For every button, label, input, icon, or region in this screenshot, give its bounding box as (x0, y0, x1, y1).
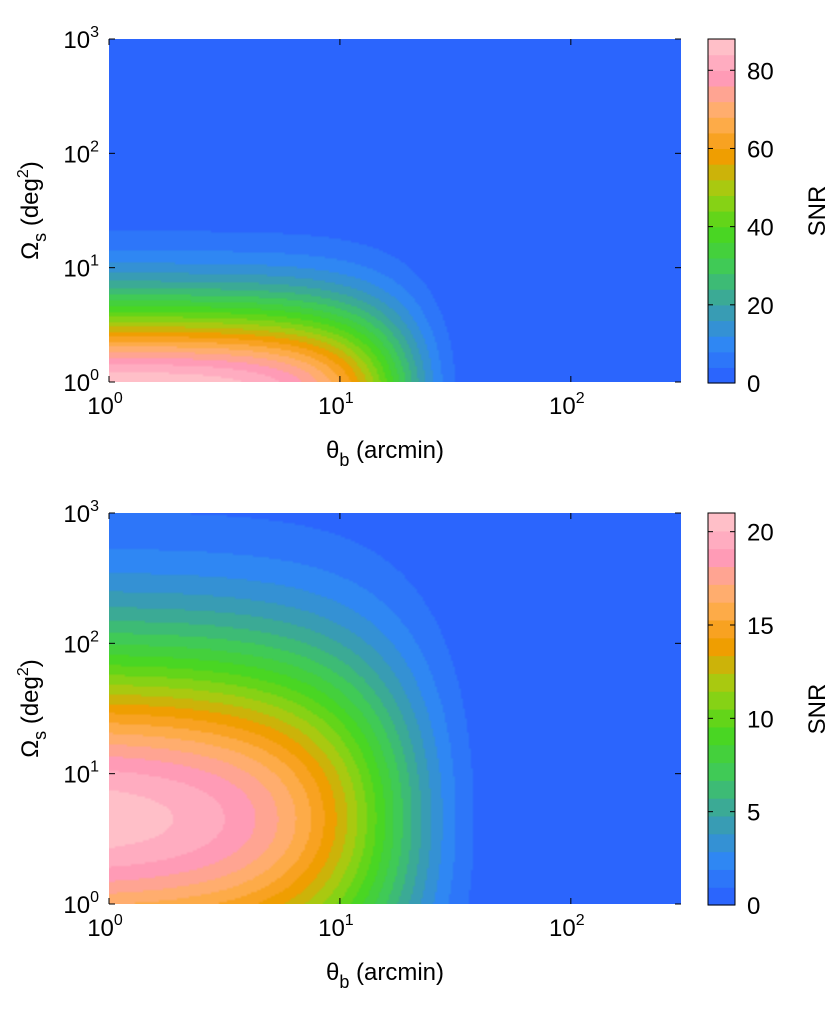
x-axis-label: θb (arcmin) (326, 959, 444, 992)
colorbar-level (708, 195, 735, 212)
colorbar-level (708, 691, 735, 710)
chart-panel-1: 100 101 102 100 101 102 103 θb (arcmin) Ωs (deg2… (15, 24, 681, 470)
y-tick-label: 102 (63, 138, 99, 168)
colorbar-level (708, 530, 735, 550)
colorbar-level (708, 833, 735, 853)
colorbar-level (708, 117, 735, 134)
colorbar-level (708, 548, 735, 568)
colorbar-level (708, 869, 735, 888)
x-tick-label: 101 (318, 912, 354, 942)
colorbar-level (708, 584, 735, 603)
colorbar-level (708, 85, 735, 103)
colorbar-level (708, 179, 735, 196)
colorbar-level (708, 851, 735, 870)
y-tick-label: 103 (63, 498, 99, 528)
colorbar-level (708, 164, 735, 181)
colorbar-frame (707, 512, 736, 906)
colorbar-level (708, 709, 735, 728)
colorbar-1: 0 20 40 60 80 SNR (707, 38, 830, 398)
colorbar-level (708, 673, 735, 692)
colorbar-level (708, 273, 735, 290)
colorbar-level (708, 887, 735, 906)
colorbar-level (708, 726, 735, 746)
x-tick-label: 101 (318, 390, 354, 420)
colorbar-tick-label: 20 (747, 520, 774, 547)
colorbar-level (708, 336, 735, 353)
y-tick-label: 100 (63, 889, 99, 919)
x-tick-label: 100 (87, 390, 123, 420)
colorbar-tick-label: 15 (747, 613, 774, 640)
y-axis-label: Ωs (deg2) (15, 659, 50, 758)
colorbar-level (708, 101, 735, 118)
colorbar-level (708, 798, 735, 817)
x-axis-label: θb (arcmin) (326, 437, 444, 470)
colorbar-level (708, 54, 735, 71)
colorbar-frame (707, 38, 736, 384)
colorbar-tick-label: 0 (747, 371, 760, 398)
y-axis-label: Ωs (deg2) (15, 161, 50, 260)
chart-panel-2: 100 101 102 100 101 102 103 θb (arcmin) Ωs (deg2… (15, 498, 681, 992)
contour-field (109, 513, 681, 904)
colorbar-level (708, 367, 735, 384)
colorbar-level (708, 513, 735, 532)
colorbar-level (708, 566, 735, 585)
colorbar-tick-label: 10 (747, 706, 774, 733)
colorbar-level (708, 762, 735, 781)
y-tick-label: 102 (63, 628, 99, 658)
colorbar-level (708, 242, 735, 259)
x-tick-label: 102 (549, 390, 585, 420)
colorbar-2: 0 5 10 15 20 SNR (707, 512, 830, 920)
colorbar-level (708, 619, 735, 639)
colorbar-tick-label: 20 (747, 293, 774, 320)
contour-field (109, 39, 681, 382)
colorbar-level (708, 132, 735, 150)
colorbar-level (708, 351, 735, 368)
colorbar-level (708, 655, 735, 674)
colorbar-level (708, 289, 735, 306)
colorbar-level (708, 637, 735, 657)
colorbar-level (708, 320, 735, 337)
colorbar-level (708, 815, 735, 835)
colorbar-level (708, 304, 735, 322)
colorbar-level (708, 211, 735, 228)
y-tick-label: 103 (63, 24, 99, 54)
y-tick-label: 100 (63, 367, 99, 397)
colorbar-level (708, 602, 735, 621)
colorbar-level (708, 39, 735, 56)
x-tick-label: 102 (549, 912, 585, 942)
colorbar-label: SNR (804, 186, 830, 237)
colorbar-label: SNR (804, 684, 830, 735)
x-tick-label: 100 (87, 912, 123, 942)
colorbar-level (708, 780, 735, 799)
y-tick-label: 101 (63, 253, 99, 283)
colorbar-level (708, 257, 735, 275)
y-tick-label: 101 (63, 759, 99, 789)
colorbar-tick-label: 40 (747, 215, 774, 242)
colorbar-level (708, 70, 735, 87)
colorbar-tick-label: 0 (747, 893, 760, 920)
colorbar-tick-label: 80 (747, 58, 774, 85)
colorbar-tick-label: 60 (747, 136, 774, 163)
colorbar-level (708, 226, 735, 243)
colorbar-level (708, 744, 735, 764)
colorbar-tick-label: 5 (747, 800, 760, 827)
colorbar-level (708, 148, 735, 165)
